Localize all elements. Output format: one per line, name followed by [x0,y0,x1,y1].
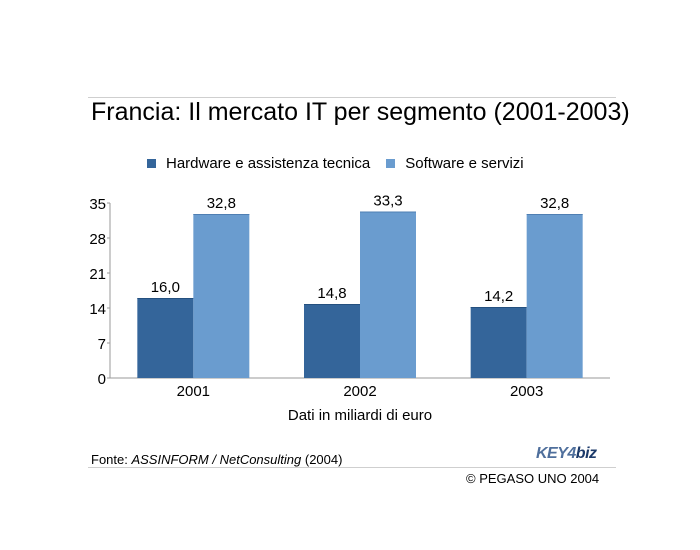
legend-swatch-software [386,159,396,168]
y-tick-label: 14 [89,301,106,318]
x-tick-label: 2003 [510,383,543,400]
legend-item-hardware: Hardware e assistenza tecnica [147,155,370,172]
source-note: Fonte: ASSINFORM / NetConsulting (2004) [91,452,342,467]
bar-software-2003 [526,214,583,378]
logo-part-key4: KEY4 [536,445,576,462]
bar-software-2002 [360,211,416,378]
legend-label-software: Software e servizi [405,155,524,172]
bar-hardware-2003 [470,307,527,378]
y-tick-label: 7 [98,336,106,353]
bar-hardware-2002 [304,304,360,378]
legend-item-software: Software e servizi [386,155,524,172]
source-name: ASSINFORM / NetConsulting [131,452,302,467]
logo-part-biz: biz [575,445,597,462]
data-label: 33,3 [373,193,402,210]
x-tick-label: 2001 [177,383,210,400]
y-tick-label: 35 [89,196,106,213]
legend-label-hardware: Hardware e assistenza tecnica [166,155,371,172]
bar-software-2001 [193,214,250,378]
top-rule [88,97,616,98]
y-tick-label: 0 [98,371,106,388]
copyright: © PEGASO UNO 2004 [466,471,600,486]
data-label: 16,0 [151,279,180,296]
data-label: 14,8 [317,285,346,302]
source-prefix: Fonte: [91,452,132,467]
x-axis-title: Dati in miliardi di euro [288,407,432,424]
data-label: 32,8 [207,195,236,212]
y-tick-label: 28 [89,231,106,248]
legend: Hardware e assistenza tecnica Software e… [147,155,540,172]
y-tick-label: 21 [89,266,106,283]
key4biz-logo: KEY4biz [536,445,597,463]
x-tick-label: 2002 [343,383,376,400]
legend-swatch-hardware [147,159,156,168]
bar-hardware-2001 [137,298,194,378]
chart-title: Francia: Il mercato IT per segmento (200… [91,98,630,126]
bottom-rule [88,467,616,468]
source-year: (2004) [301,452,343,467]
data-label: 32,8 [540,195,569,212]
data-label: 14,2 [484,288,513,305]
